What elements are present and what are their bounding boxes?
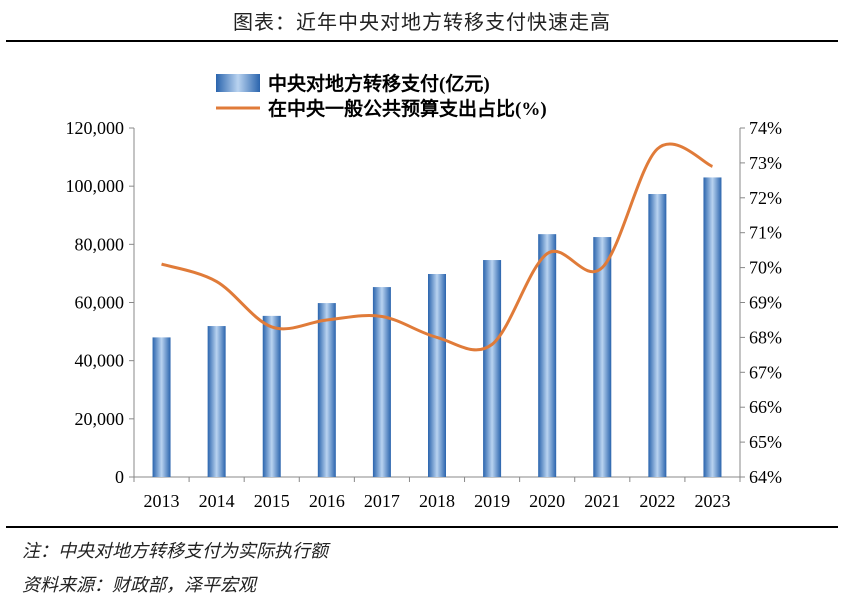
chart-svg: 中央对地方转移支付(亿元) 在中央一般公共预算支出占比(%) 0 20,000 40…: [66, 72, 783, 511]
right-tick-label: 66%: [749, 397, 782, 417]
x-tick-label: 2016: [309, 491, 345, 511]
left-tick-label: 100,000: [66, 176, 125, 196]
right-tick-label: 68%: [749, 327, 782, 347]
right-tick-label: 73%: [749, 153, 782, 173]
right-tick-label: 67%: [749, 362, 782, 382]
bar-2015: [262, 315, 281, 477]
x-tick-label: 2014: [199, 491, 235, 511]
legend-bar-swatch: [216, 74, 260, 92]
legend-bar-label: 中央对地方转移支付(亿元): [268, 72, 490, 95]
left-tick-label: 40,000: [75, 351, 125, 371]
share-line: [161, 142, 714, 352]
bar-2014: [207, 326, 226, 477]
right-tick-label: 69%: [749, 293, 782, 313]
x-tick-label: 2013: [144, 491, 180, 511]
bar-2019: [483, 260, 502, 477]
left-tick-label: 60,000: [75, 293, 125, 313]
x-tick-label: 2020: [529, 491, 565, 511]
bar-2020: [538, 234, 557, 477]
chart-note: 注：中央对地方转移支付为实际执行额: [22, 541, 328, 562]
right-tick-label: 74%: [749, 118, 782, 138]
x-tick-label: 2019: [474, 491, 510, 511]
x-tick-label: 2017: [364, 491, 400, 511]
chart-title: 图表：近年中央对地方转移支付快速走高: [233, 10, 611, 34]
bar-2013: [152, 337, 171, 477]
left-tick-label: 0: [115, 467, 124, 487]
x-tick-label: 2015: [254, 491, 290, 511]
bar-2023: [703, 177, 722, 478]
footer-divider: [6, 526, 838, 528]
bar-2022: [648, 194, 667, 477]
bar-2021: [593, 237, 612, 477]
chart-source: 资料来源：财政部，泽平宏观: [22, 575, 256, 596]
bar-2018: [428, 273, 446, 477]
right-tick-label: 71%: [749, 223, 782, 243]
bar-2017: [372, 287, 391, 477]
right-tick-label: 64%: [749, 467, 782, 487]
left-tick-label: 20,000: [75, 409, 125, 429]
bar-2016: [317, 303, 336, 477]
legend: 中央对地方转移支付(亿元) 在中央一般公共预算支出占比(%): [216, 72, 547, 120]
left-tick-label: 80,000: [75, 234, 125, 254]
left-tick-label: 120,000: [66, 118, 125, 138]
right-tick-label: 70%: [749, 258, 782, 278]
x-tick-label: 2018: [419, 491, 455, 511]
x-tick-label: 2023: [694, 491, 730, 511]
x-tick-label: 2022: [639, 491, 675, 511]
legend-line-label: 在中央一般公共预算支出占比(%): [268, 97, 547, 120]
title-divider: [6, 40, 838, 42]
right-tick-label: 72%: [749, 188, 782, 208]
right-tick-label: 65%: [749, 432, 782, 452]
x-tick-label: 2021: [584, 491, 620, 511]
